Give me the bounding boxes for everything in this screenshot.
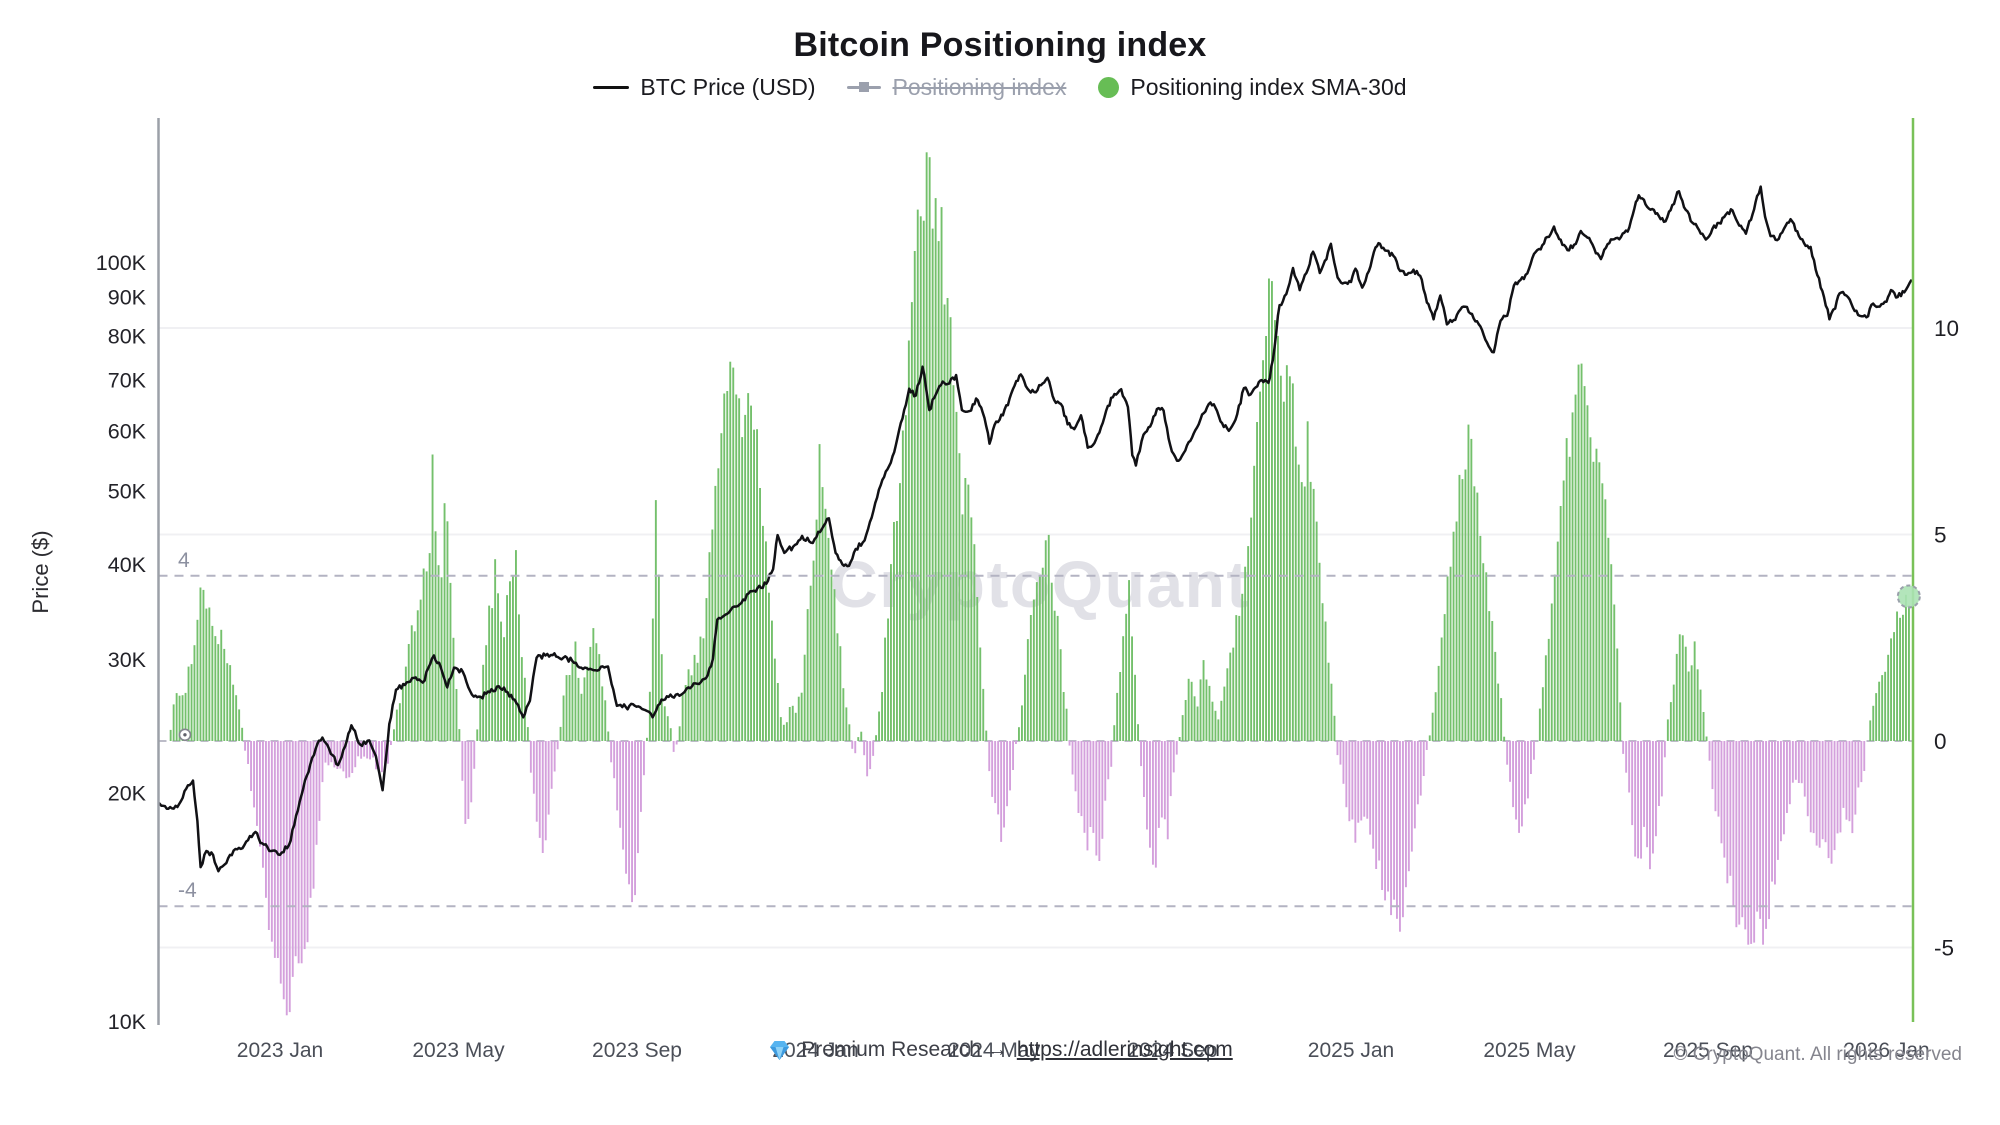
- threshold-label: -4: [178, 879, 197, 902]
- price-tick-label: 70K: [108, 369, 147, 393]
- price-tick-label: 50K: [108, 479, 147, 503]
- x-tick-label: 2025 May: [1483, 1039, 1576, 1062]
- legend-item-positioning-sma[interactable]: Positioning index SMA-30d: [1098, 74, 1407, 101]
- price-tick-label: 90K: [108, 286, 147, 310]
- premium-research-link[interactable]: https://adlerinsight.com: [1016, 1038, 1233, 1061]
- price-tick-label: 60K: [108, 419, 147, 443]
- index-tick-label: 10: [1934, 316, 1959, 341]
- legend-label: Positioning index SMA-30d: [1130, 74, 1407, 100]
- line-swatch-icon: [593, 86, 630, 89]
- x-tick-label: 2023 Sep: [592, 1039, 682, 1062]
- price-tick-label: 30K: [108, 648, 147, 672]
- legend-item-positioning-index[interactable]: Positioning index: [847, 74, 1066, 101]
- legend-label: BTC Price (USD): [640, 74, 816, 100]
- price-tick-label: 40K: [108, 553, 147, 577]
- premium-research-text: Premium Research →: [801, 1038, 1008, 1061]
- threshold-label: 4: [178, 549, 190, 572]
- index-tick-label: 5: [1934, 523, 1947, 548]
- price-tick-label: 20K: [108, 782, 147, 806]
- sma-last-value-marker: [1896, 584, 1921, 609]
- page-title: Bitcoin Positioning index: [793, 26, 1207, 64]
- x-tick-label: 2026 Jan: [1843, 1039, 1929, 1062]
- x-tick-label: 2025 Sep: [1663, 1039, 1753, 1062]
- x-tick-label: 2024 Sep: [1128, 1039, 1218, 1062]
- x-tick-label: 2023 May: [412, 1039, 505, 1062]
- x-tick-label: 2023 Jan: [237, 1039, 323, 1062]
- circle-swatch-icon: [1098, 77, 1120, 98]
- price-tick-label: 10K: [108, 1010, 147, 1034]
- index-tick-label: 0: [1934, 729, 1947, 754]
- x-tick-label: 2024 Jan: [772, 1039, 858, 1062]
- price-tick-label: 100K: [96, 251, 147, 275]
- footer-premium: Premium Research → https://adlerinsight.…: [0, 1038, 2000, 1062]
- chart-legend: BTC Price (USD) Positioning index Positi…: [0, 74, 2000, 101]
- footer-copyright: © CryptoQuant. All rights reserved: [1673, 1044, 1962, 1065]
- x-tick-label: 2024 May: [948, 1039, 1041, 1062]
- legend-item-btc-price[interactable]: BTC Price (USD): [593, 74, 815, 101]
- diamond-icon: [770, 1040, 790, 1060]
- x-tick-label: 2025 Jan: [1308, 1039, 1394, 1062]
- sma-bars-layer: [169, 152, 1910, 1016]
- legend-label: Positioning index: [892, 74, 1067, 100]
- square-marker-swatch-icon: [847, 82, 882, 92]
- price-tick-label: 80K: [108, 325, 147, 349]
- index-tick-label: -5: [1934, 936, 1954, 961]
- btc-price-line: [158, 185, 1913, 873]
- price-axis-title: Price ($): [28, 530, 53, 613]
